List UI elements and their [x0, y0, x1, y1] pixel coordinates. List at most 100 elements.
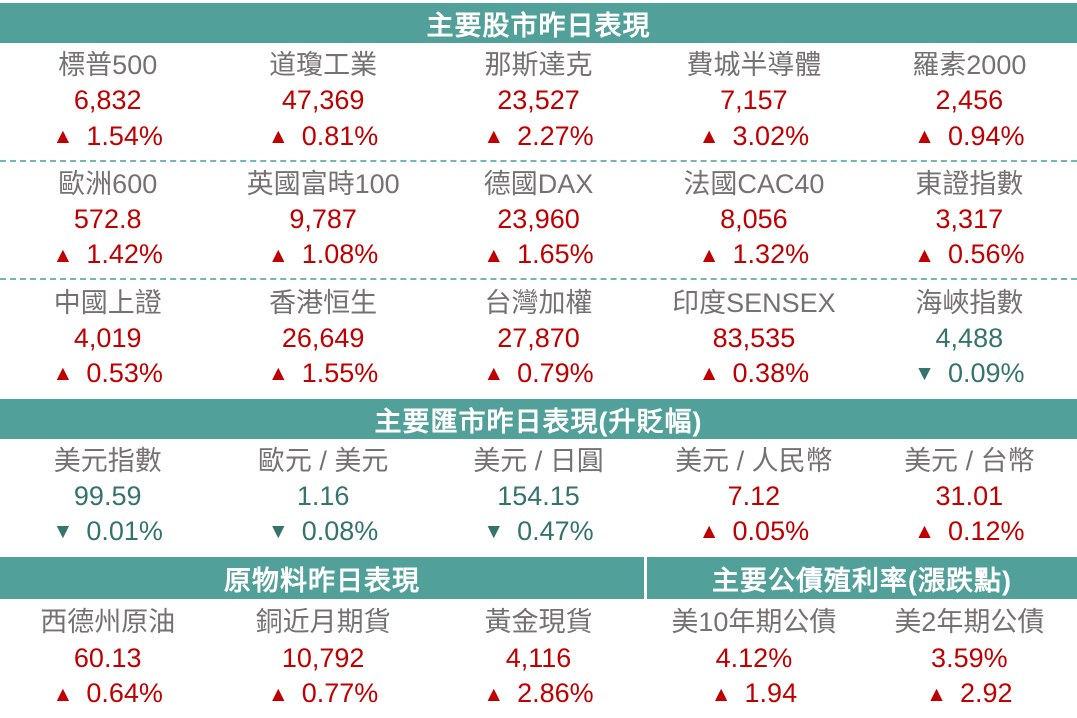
header-divider: [644, 557, 647, 599]
up-triangle-icon: ▲: [914, 520, 935, 544]
up-triangle-icon: ▲: [267, 362, 289, 386]
instrument-change: ▲ 0.38%: [699, 357, 810, 389]
up-triangle-icon: ▲: [52, 682, 74, 706]
instrument-change: ▲ 2.92: [926, 679, 1012, 709]
change-text: 0.09%: [947, 357, 1025, 388]
instrument-value: 23,960: [497, 204, 580, 235]
change-text: 0.01%: [86, 516, 163, 547]
instrument-value: 10,792: [281, 642, 365, 673]
instrument-value: 26,649: [281, 322, 365, 353]
quote-cell: 東證指數 3,317 ▲ 0.56%: [862, 162, 1077, 279]
up-triangle-icon: ▲: [483, 682, 505, 706]
instrument-name: 道瓊工業: [269, 50, 378, 81]
instrument-change: ▲ 0.05%: [699, 516, 809, 547]
commodities-bonds-grid: 西德州原油 60.13 ▲ 0.64% 銅近月期貨 10,792 ▲ 0.77% 黃金現貨 4,1…: [0, 599, 1077, 718]
instrument-change: ▼ 0.08%: [268, 516, 379, 547]
instrument-value: 99.59: [73, 481, 142, 512]
instrument-name: 美2年期公債: [894, 606, 1045, 637]
quote-cell: 美10年期公債 4.12% ▲ 1.94: [646, 599, 861, 718]
instrument-value: 4.12%: [715, 642, 793, 673]
change-text: 1.32%: [732, 239, 810, 270]
quote-cell: 歐洲600 572.8 ▲ 1.42%: [0, 162, 215, 279]
instrument-name: 德國DAX: [483, 169, 594, 200]
instrument-name: 美元指數: [53, 446, 162, 477]
instrument-value: 23,527: [497, 85, 580, 116]
instrument-change: ▲ 0.77%: [268, 679, 378, 709]
quote-cell: 海峽指數 4,488 ▼ 0.09%: [862, 280, 1077, 397]
quote-cell: 台灣加權 27,870 ▲ 0.79%: [431, 280, 646, 397]
section-title-commodities: 原物料昨日表現: [224, 565, 420, 596]
up-triangle-icon: ▲: [914, 243, 935, 267]
up-triangle-icon: ▲: [914, 124, 935, 148]
up-triangle-icon: ▲: [52, 243, 74, 267]
instrument-value: 7.12: [727, 481, 781, 512]
change-text: 1.55%: [301, 357, 379, 388]
quote-cell: 美元指數 99.59 ▼ 0.01%: [0, 439, 215, 555]
instrument-name: 黃金現貨: [484, 606, 593, 637]
quote-cell: 香港恒生 26,649 ▲ 1.55%: [215, 280, 430, 397]
instrument-value: 31.01: [935, 481, 1004, 512]
change-text: 0.53%: [86, 357, 163, 388]
instrument-change: ▲ 1.94: [711, 679, 797, 709]
up-triangle-icon: ▲: [483, 124, 505, 148]
section-header-bonds: 主要公債殖利率(漲跌點): [647, 557, 1077, 599]
up-triangle-icon: ▲: [698, 243, 720, 267]
instrument-change: ▲ 1.55%: [267, 357, 379, 389]
instrument-value: 83,535: [712, 322, 796, 353]
instrument-value: 60.13: [73, 642, 142, 673]
change-text: 0.81%: [301, 120, 379, 151]
up-triangle-icon: ▲: [267, 124, 289, 148]
up-triangle-icon: ▲: [52, 124, 74, 148]
change-text: 3.02%: [732, 120, 810, 151]
section-header-commodities-bonds: 原物料昨日表現 主要公債殖利率(漲跌點): [0, 557, 1077, 599]
instrument-name: 羅素2000: [912, 50, 1027, 81]
instrument-change: ▲ 2.86%: [483, 679, 593, 709]
section-title-bonds: 主要公債殖利率(漲跌點): [712, 565, 1012, 596]
instrument-name: 香港恒生: [269, 287, 378, 318]
instrument-change: ▲ 3.02%: [699, 120, 810, 152]
up-triangle-icon: ▲: [267, 243, 289, 267]
instrument-name: 印度SENSEX: [672, 287, 836, 318]
quote-cell: 美元 / 台幣 31.01 ▲ 0.12%: [862, 439, 1077, 555]
change-text: 1.94: [744, 678, 798, 709]
instrument-name: 台灣加權: [484, 287, 593, 318]
quote-cell: 美2年期公債 3.59% ▲ 2.92: [862, 599, 1077, 718]
instrument-change: ▲ 0.81%: [267, 120, 379, 152]
instrument-name: 英國富時100: [246, 169, 400, 200]
change-text: 0.94%: [947, 120, 1025, 151]
instrument-name: 那斯達克: [484, 50, 593, 81]
instrument-change: ▲ 0.79%: [483, 358, 593, 389]
instrument-change: ▲ 1.65%: [483, 240, 593, 270]
up-triangle-icon: ▲: [926, 682, 947, 706]
quote-cell: 中國上證 4,019 ▲ 0.53%: [0, 280, 215, 397]
instrument-name: 歐洲600: [58, 169, 158, 200]
quote-row: 西德州原油 60.13 ▲ 0.64% 銅近月期貨 10,792 ▲ 0.77% 黃金現貨 4,1…: [0, 599, 1077, 718]
quote-cell: 那斯達克 23,527 ▲ 2.27%: [431, 43, 646, 160]
change-text: 0.64%: [86, 678, 163, 709]
instrument-name: 美元 / 日圓: [473, 446, 604, 477]
change-text: 2.27%: [517, 120, 594, 151]
instrument-change: ▲ 0.94%: [914, 120, 1025, 152]
section-title-stocks: 主要股市昨日表現: [426, 10, 651, 41]
instrument-value: 2,456: [935, 85, 1004, 116]
change-text: 0.12%: [947, 516, 1025, 547]
change-text: 0.38%: [732, 357, 810, 388]
quote-row: 歐洲600 572.8 ▲ 1.42% 英國富時100 9,787 ▲ 1.08% 德國DAX 2…: [0, 162, 1077, 281]
instrument-value: 27,870: [497, 322, 580, 353]
change-text: 2.86%: [517, 678, 594, 709]
fx-grid: 美元指數 99.59 ▼ 0.01% 歐元 / 美元 1.16 ▼ 0.08% 美元 / 日圓 1…: [0, 439, 1077, 555]
instrument-change: ▼ 0.01%: [53, 516, 163, 547]
up-triangle-icon: ▲: [483, 362, 505, 386]
instrument-value: 47,369: [281, 85, 365, 116]
instrument-change: ▲ 1.54%: [52, 121, 163, 152]
instrument-change: ▲ 0.64%: [53, 679, 163, 709]
instrument-value: 3.59%: [931, 642, 1008, 673]
instrument-value: 1.16: [296, 481, 350, 512]
instrument-value: 154.15: [497, 481, 580, 512]
instrument-value: 572.8: [73, 204, 142, 235]
instrument-name: 美10年期公債: [671, 606, 837, 637]
instrument-change: ▲ 0.56%: [914, 240, 1024, 270]
instrument-value: 4,116: [505, 642, 572, 673]
change-text: 0.08%: [301, 516, 379, 547]
